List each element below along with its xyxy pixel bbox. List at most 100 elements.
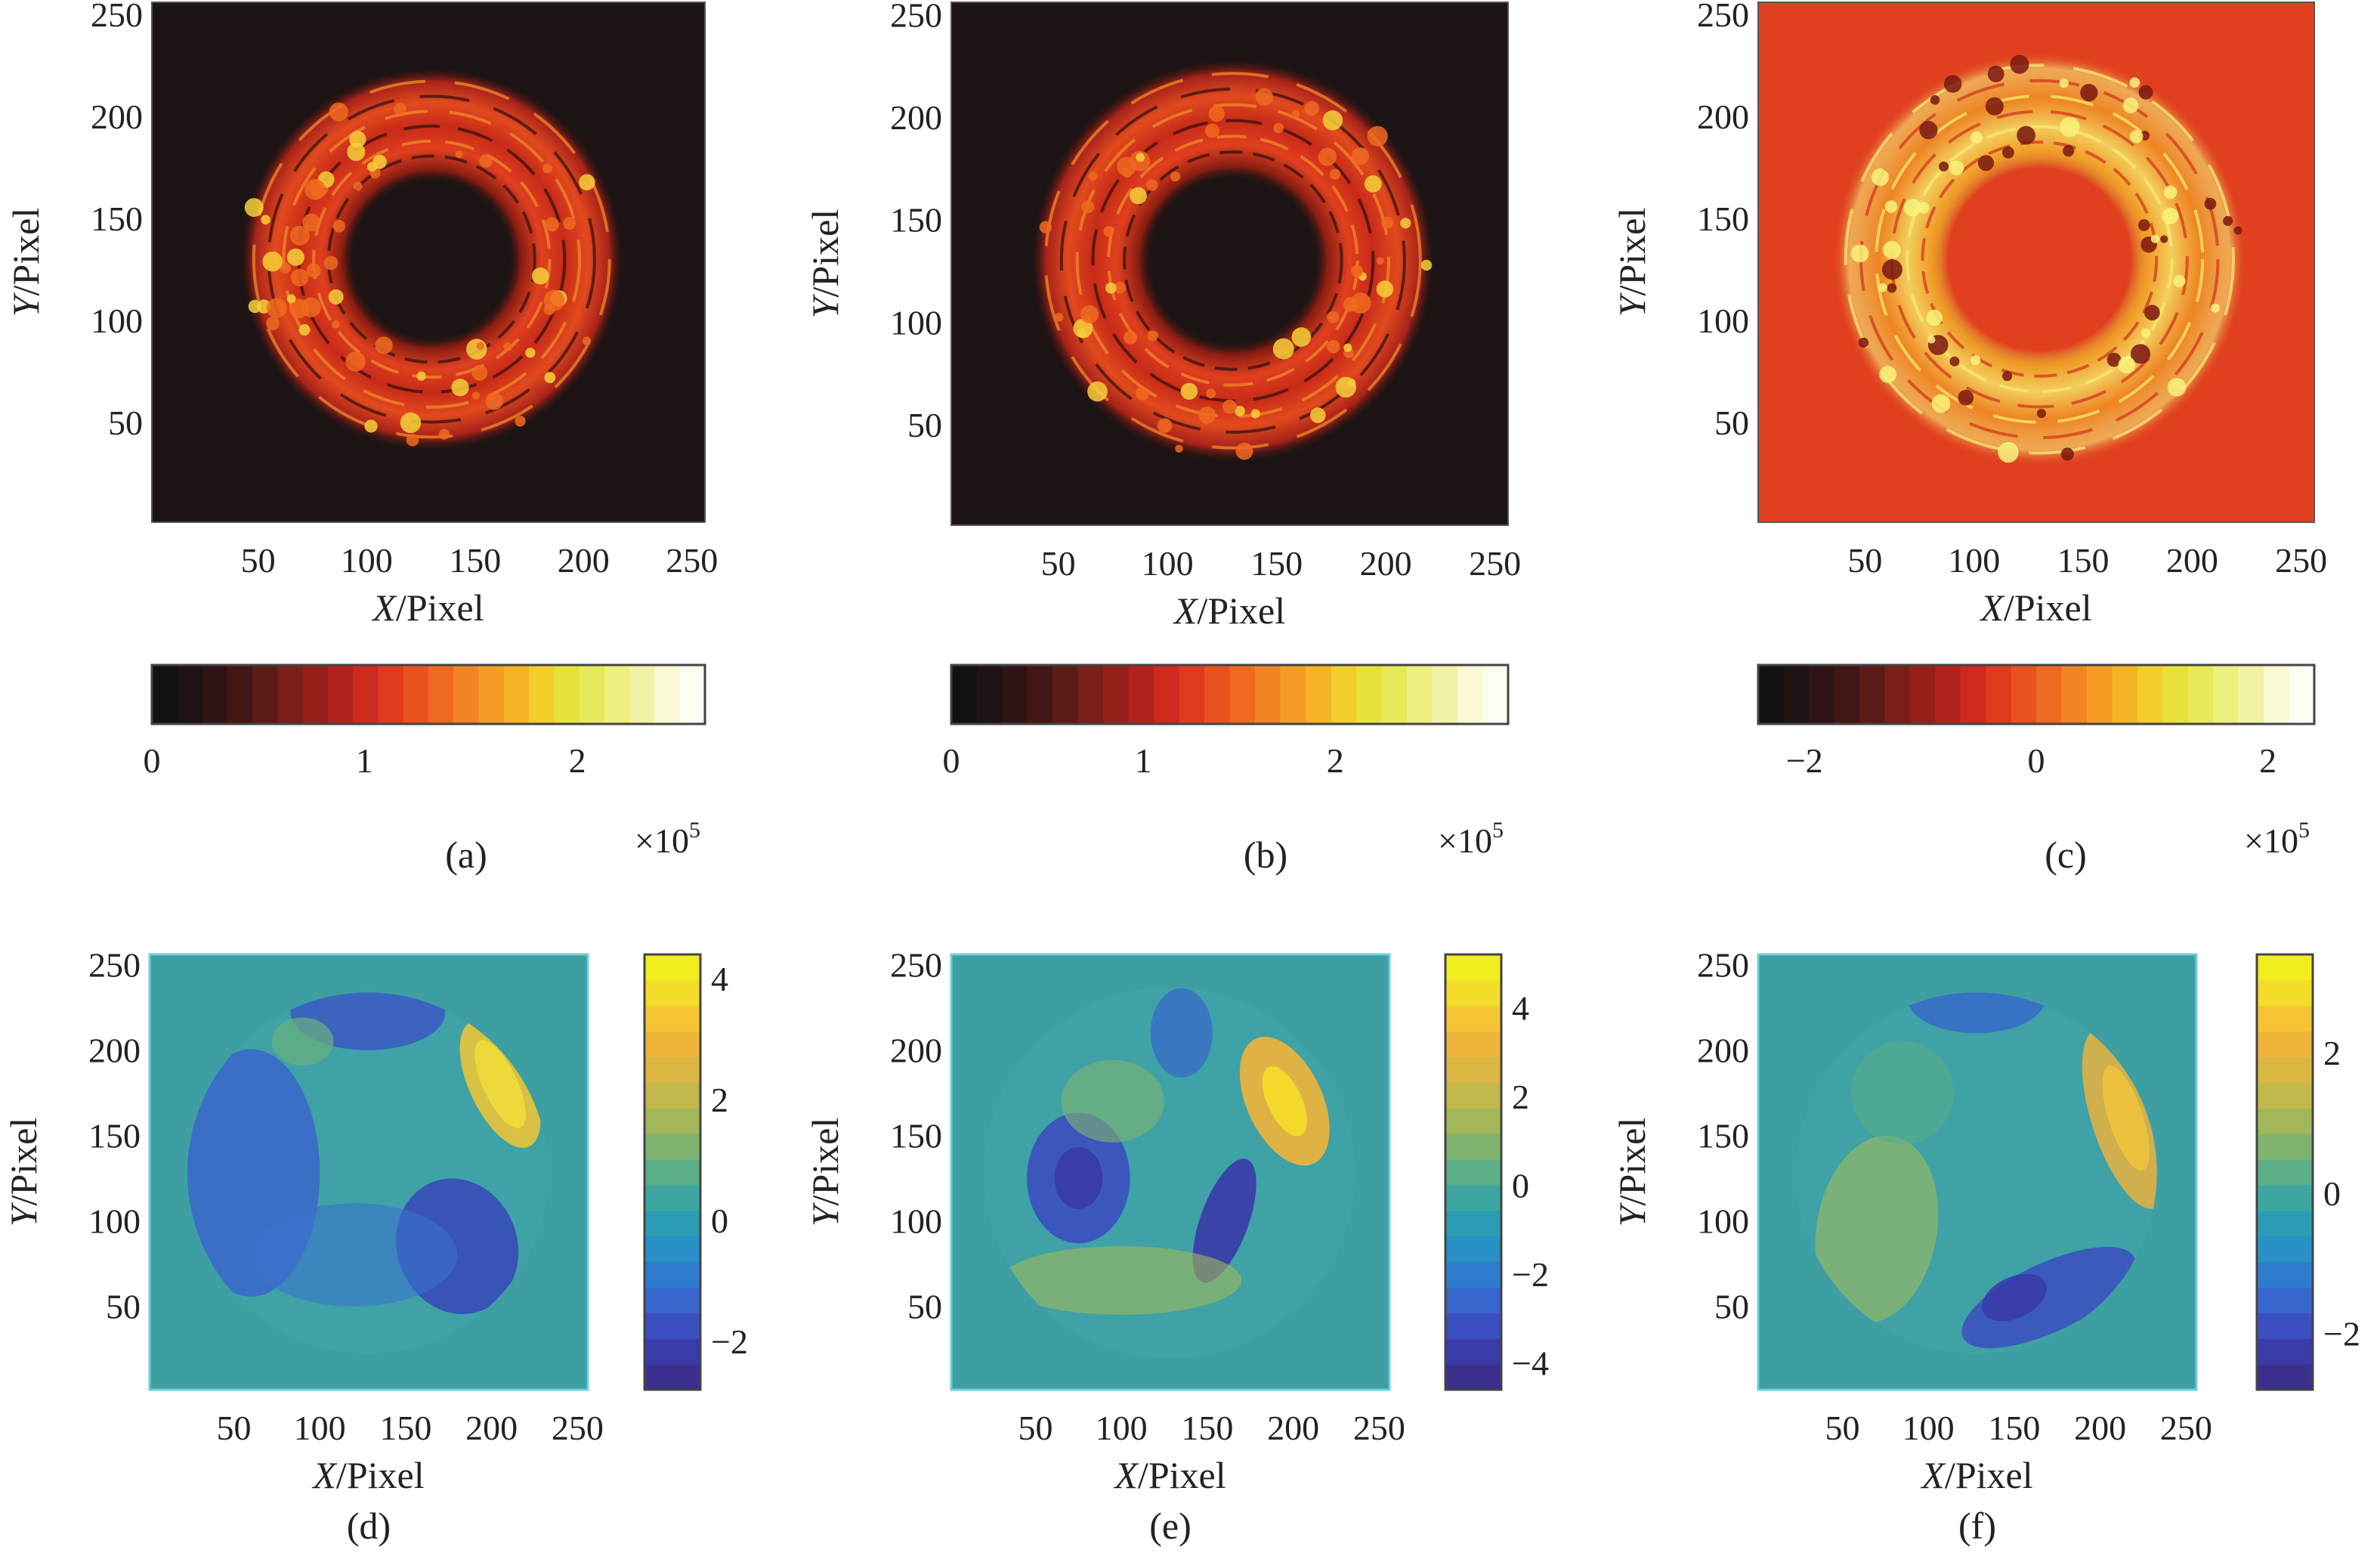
panel-caption-a: (a) xyxy=(445,834,487,876)
colorbar-cell xyxy=(1935,665,1961,724)
intensity-speckle xyxy=(2138,85,2153,100)
colorbar-cell xyxy=(378,665,404,724)
x-axis-label-unit: /Pixel xyxy=(1945,1454,2033,1496)
x-tick-label-200: 200 xyxy=(1360,544,1412,583)
intensity-speckle xyxy=(1235,442,1253,460)
colorbar-cell xyxy=(644,1338,700,1365)
phase-lobe xyxy=(2102,1066,2150,1171)
plot-frame-c xyxy=(1757,2,2315,523)
intensity-speckle xyxy=(290,268,309,287)
intensity-speckle xyxy=(366,162,377,172)
intensity-speckle xyxy=(1343,343,1352,352)
intensity-speckle xyxy=(1919,121,1938,140)
intensity-speckle xyxy=(244,198,264,218)
x-axis-label-var: X xyxy=(1979,586,2005,629)
x-tick-label-150: 150 xyxy=(1988,1409,2040,1447)
colorbar-multiplier-base: ×10 xyxy=(1438,821,1492,860)
intensity-speckle xyxy=(1400,218,1411,229)
intensity-speckle xyxy=(332,220,346,233)
intensity-ring xyxy=(1832,51,2247,467)
x-tick-label-50: 50 xyxy=(1041,544,1076,583)
y-axis-label-var: Y xyxy=(1611,1202,1653,1226)
y-tick-label-50: 50 xyxy=(907,1287,942,1325)
colorbar-cell xyxy=(2213,665,2239,724)
colorbar-cell xyxy=(1445,1159,1501,1186)
colorbar-cell xyxy=(1445,1287,1501,1313)
intensity-speckle xyxy=(2204,197,2217,210)
colorbar-cell xyxy=(1027,665,1053,724)
intensity-speckle xyxy=(2150,234,2160,243)
colorbar-cell xyxy=(2257,979,2313,1007)
y-tick-label-250: 250 xyxy=(88,946,141,985)
y-tick-label-150: 150 xyxy=(88,1116,141,1155)
x-axis-label: X/Pixel xyxy=(371,586,484,629)
intensity-speckle xyxy=(531,267,549,285)
intensity-speckle xyxy=(353,181,363,191)
intensity-speckle xyxy=(375,336,393,354)
intensity-speckle xyxy=(1343,297,1358,312)
colorbar-cell xyxy=(403,665,429,724)
colorbar-cell xyxy=(2257,1338,2313,1365)
x-tick-label-150: 150 xyxy=(449,541,501,580)
colorbar-cell xyxy=(1280,665,1306,724)
y-axis-label-var: Y xyxy=(804,1202,846,1226)
phase-lobe xyxy=(251,1203,458,1307)
intensity-speckle xyxy=(261,215,270,225)
intensity-speckle xyxy=(455,150,463,159)
phase-lobe xyxy=(1000,1245,1242,1315)
intensity-speckle xyxy=(503,342,513,351)
intensity-speckle xyxy=(1977,155,1995,172)
colorbar-multiplier: ×105 xyxy=(2244,818,2310,860)
intensity-speckle xyxy=(2233,226,2242,235)
colorbar-multiplier-exponent: 5 xyxy=(2298,818,2310,843)
y-axis-label-var: Y xyxy=(2,1202,45,1226)
intensity-speckle xyxy=(1985,97,2004,116)
colorbar-cell xyxy=(1432,665,1458,724)
colorbar-cell xyxy=(644,1005,700,1032)
x-axis-label-unit: /Pixel xyxy=(396,586,484,629)
panel-caption-f: (f) xyxy=(1958,1505,1996,1547)
x-tick-label-250: 250 xyxy=(666,541,718,580)
intensity-speckle xyxy=(1250,409,1260,419)
intensity-speckle xyxy=(2001,370,2013,382)
y-axis-label: Y/Pixel xyxy=(1611,1118,1653,1227)
colorbar-cell xyxy=(2257,1005,2313,1032)
colorbar-cell xyxy=(1204,665,1231,724)
intensity-speckle xyxy=(1329,169,1341,180)
colorbar-cell xyxy=(1445,1313,1501,1339)
colorbar-cell xyxy=(277,665,304,724)
intensity-speckle xyxy=(266,317,280,330)
intensity-speckle xyxy=(1881,259,1902,280)
colorbar-cell xyxy=(2257,1082,2313,1109)
intensity-speckle xyxy=(1206,388,1216,399)
colorbar-cell xyxy=(2257,1287,2313,1313)
y-tick-label-200: 200 xyxy=(91,97,143,136)
phase-lobe xyxy=(1815,1135,1939,1323)
intensity-speckle xyxy=(1205,123,1219,138)
colorbar-cell xyxy=(1445,1236,1501,1263)
colorbar-cell xyxy=(679,665,706,724)
colorbar-cell xyxy=(1445,1082,1501,1109)
y-tick-label-100: 100 xyxy=(91,302,143,340)
colorbar-cell xyxy=(1960,665,1986,724)
intensity-speckle xyxy=(1903,198,1922,217)
y-axis-label: Y/Pixel xyxy=(804,209,846,319)
intensity-speckle xyxy=(323,255,338,271)
colorbar-cell xyxy=(1445,1005,1501,1032)
colorbar-multiplier-base: ×10 xyxy=(2244,821,2298,860)
colorbar-cell xyxy=(644,1082,700,1109)
y-tick-label-250: 250 xyxy=(1697,946,1749,985)
colorbar-cell xyxy=(2086,665,2113,724)
intensity-speckle xyxy=(1273,122,1284,134)
intensity-speckle xyxy=(1318,147,1337,166)
phase-lobe xyxy=(1850,1041,1955,1145)
colorbar-cell xyxy=(1381,665,1408,724)
y-tick-label-150: 150 xyxy=(1697,1116,1749,1155)
x-tick-label-50: 50 xyxy=(1825,1409,1859,1447)
colorbar-cell xyxy=(453,665,480,724)
plot-frame-d xyxy=(148,953,589,1391)
y-axis-label-unit: /Pixel xyxy=(1611,208,1653,296)
y-tick-label-150: 150 xyxy=(1697,200,1749,238)
intensity-streak xyxy=(312,139,552,379)
